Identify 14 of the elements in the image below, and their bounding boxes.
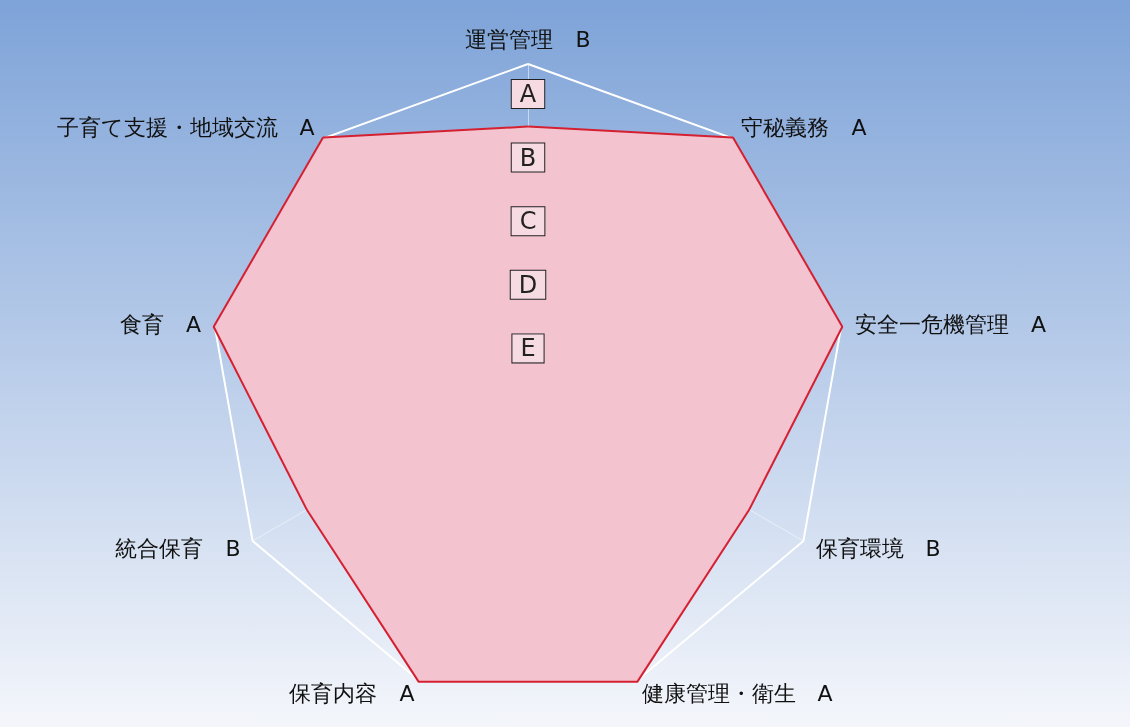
spoke-label: 運営管理 B <box>465 26 591 52</box>
y-tick-label: D <box>518 270 538 299</box>
spoke-label: 守秘義務 A <box>741 115 867 141</box>
spoke-label: 保育環境 B <box>815 535 941 561</box>
y-tick-label: E <box>520 334 536 363</box>
spoke-label: 統合保育 B <box>115 535 241 561</box>
spoke-label: 子育て支援・地域交流 A <box>56 115 315 141</box>
spoke-label: 安全一危機管理 A <box>854 311 1047 337</box>
y-tick-label: A <box>519 80 537 108</box>
spoke-label: 健康管理・衛生 A <box>641 681 833 707</box>
y-tick-label: B <box>519 143 537 172</box>
y-tick-label: C <box>519 207 537 236</box>
spoke-label: 保育内容 A <box>289 681 415 707</box>
spoke-label: 食育 A <box>119 311 202 337</box>
